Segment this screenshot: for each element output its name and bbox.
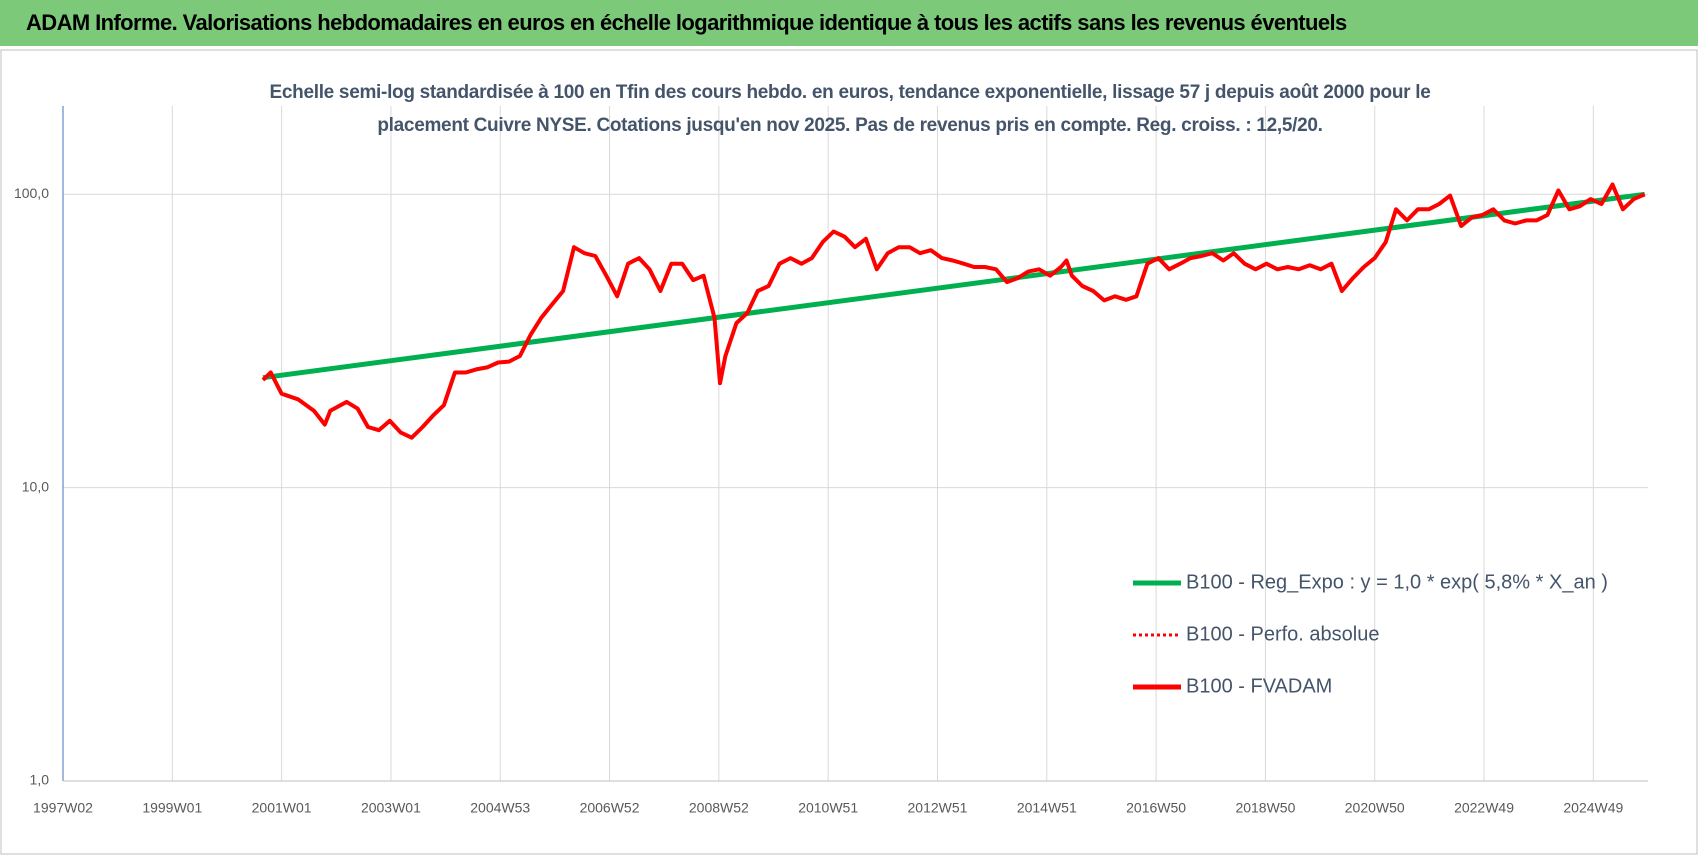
x-tick-label: 1997W02: [33, 800, 93, 816]
series-line: [262, 191, 1646, 381]
y-tick-label: 1,0: [30, 772, 50, 788]
x-tick-label: 2022W49: [1454, 800, 1514, 816]
legend-label: B100 - Reg_Expo : y = 1,0 * exp( 5,8% * …: [1186, 571, 1608, 593]
legend-label: B100 - Perfo. absolue: [1186, 623, 1379, 645]
x-tick-label: 2018W50: [1235, 800, 1295, 816]
x-tick-label: 2004W53: [470, 800, 530, 816]
x-tick-label: 2014W51: [1017, 800, 1077, 816]
x-tick-label: 2020W50: [1345, 800, 1405, 816]
header-bar: ADAM Informe. Valorisations hebdomadaire…: [0, 0, 1698, 46]
frame: [0, 49, 1698, 855]
x-tick-label: 2001W01: [252, 800, 312, 816]
chart-title: ADAM Informe. Valorisations hebdomadaire…: [26, 10, 1347, 35]
series-line: [261, 182, 1646, 440]
chart-subtitle: Echelle semi-log standardisée à 100 en T…: [269, 82, 1431, 136]
x-tick-label: 2006W52: [580, 800, 640, 816]
legend-label: B100 - FVADAM: [1186, 675, 1332, 697]
x-tick-label: 2003W01: [361, 800, 421, 816]
y-tick-label: 10,0: [22, 478, 49, 494]
x-tick-label: 2016W50: [1126, 800, 1186, 816]
y-tick-label: 100,0: [14, 185, 49, 201]
x-tick-label: 2024W49: [1563, 800, 1623, 816]
x-tick-label: 2012W51: [908, 800, 968, 816]
x-tick-label: 2008W52: [689, 800, 749, 816]
x-tick-label: 2010W51: [798, 800, 858, 816]
x-tick-label: 1999W01: [142, 800, 202, 816]
